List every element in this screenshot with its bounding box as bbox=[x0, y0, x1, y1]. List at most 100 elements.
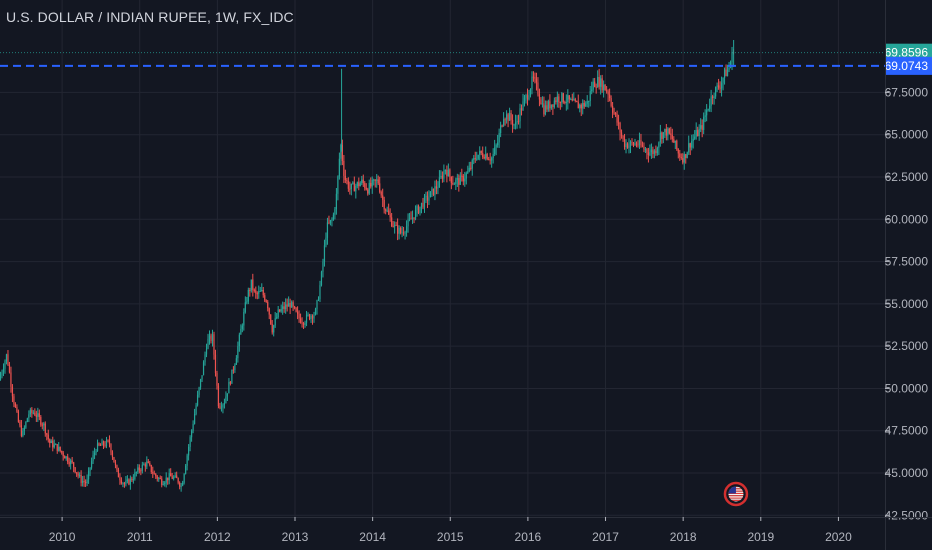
candle-body bbox=[79, 475, 81, 477]
candle-body bbox=[715, 86, 717, 97]
candle-body bbox=[56, 444, 58, 451]
candle-body bbox=[276, 317, 278, 319]
candle-body bbox=[167, 477, 169, 481]
candle-body bbox=[482, 153, 484, 157]
event-marker[interactable] bbox=[723, 481, 749, 507]
candle-body bbox=[86, 479, 88, 484]
candle-body bbox=[538, 94, 541, 100]
candle-body bbox=[123, 483, 126, 485]
candle-body bbox=[64, 456, 66, 459]
candle-body bbox=[368, 182, 370, 194]
candle-body bbox=[476, 158, 478, 160]
candle-body bbox=[703, 116, 705, 130]
candle-body bbox=[35, 415, 37, 417]
candle-body bbox=[423, 196, 426, 208]
candle-body bbox=[658, 142, 660, 148]
candle-body bbox=[497, 142, 499, 146]
candle-body bbox=[680, 157, 682, 159]
candle-body bbox=[161, 478, 163, 485]
candle-body bbox=[480, 150, 482, 154]
candle-body bbox=[71, 460, 73, 463]
candle-body bbox=[192, 423, 194, 431]
candle-body bbox=[413, 217, 415, 219]
candle-body bbox=[525, 95, 527, 98]
candle-body bbox=[468, 167, 470, 172]
candle-body bbox=[223, 403, 226, 405]
candle-body bbox=[216, 372, 218, 386]
candle-body bbox=[620, 132, 623, 136]
candle-body bbox=[540, 99, 542, 105]
candle-body bbox=[38, 413, 40, 417]
candle-body bbox=[96, 443, 99, 452]
candle-body bbox=[491, 158, 493, 161]
candle-body bbox=[583, 102, 585, 107]
candle-body bbox=[725, 69, 727, 77]
candle-body bbox=[503, 119, 505, 126]
candle-body bbox=[304, 322, 306, 325]
time-axis[interactable]: 2010 2011 2012 2013 2014 2015 2016 2017 2018 2019… bbox=[0, 517, 932, 544]
candle-body bbox=[355, 185, 357, 192]
time-tick-label: 2019 bbox=[747, 530, 774, 544]
candle-body bbox=[395, 224, 397, 226]
candle-body bbox=[164, 482, 166, 485]
candle-body bbox=[153, 473, 155, 475]
candle-body bbox=[664, 129, 666, 133]
candle-body bbox=[371, 180, 373, 187]
candle-body bbox=[95, 451, 97, 453]
candle-body bbox=[513, 124, 515, 126]
candle-body bbox=[674, 140, 676, 143]
candle-body bbox=[679, 153, 681, 158]
candle-body bbox=[434, 186, 436, 195]
candle-body bbox=[58, 446, 60, 451]
candle-body bbox=[182, 482, 184, 486]
price-axis[interactable]: 67.5000 65.0000 62.5000 60.0000 57.5000 55.00… bbox=[885, 0, 929, 550]
candle-body bbox=[653, 150, 655, 154]
candle-body bbox=[126, 479, 128, 482]
candle-body bbox=[443, 171, 445, 179]
candle-body bbox=[185, 465, 187, 474]
candle-body bbox=[458, 178, 460, 185]
candle-body bbox=[298, 313, 300, 319]
candle-body bbox=[617, 122, 620, 124]
candle-body bbox=[365, 187, 367, 190]
candle-body bbox=[317, 299, 320, 301]
candle-body bbox=[44, 423, 46, 434]
candle-body bbox=[213, 334, 215, 355]
candle-body bbox=[567, 95, 569, 103]
candle-body bbox=[93, 452, 96, 456]
candle-body bbox=[541, 103, 544, 105]
candle-body bbox=[305, 314, 308, 323]
candle-body bbox=[694, 136, 696, 139]
candle-body bbox=[90, 461, 93, 468]
candle-body bbox=[334, 209, 336, 215]
candle-body bbox=[537, 82, 539, 95]
candle-body bbox=[180, 485, 182, 487]
candle-body bbox=[189, 437, 191, 447]
candle-body bbox=[364, 182, 366, 188]
candle-body bbox=[712, 96, 714, 98]
candle-body bbox=[119, 477, 121, 481]
candle-body bbox=[349, 188, 351, 190]
candle-body bbox=[7, 354, 9, 365]
candle-body bbox=[710, 96, 712, 106]
candle-body bbox=[274, 318, 276, 326]
candle-body bbox=[225, 396, 227, 404]
candle-body bbox=[382, 195, 384, 200]
time-tick-label: 2013 bbox=[282, 530, 309, 544]
candle-body bbox=[556, 96, 558, 103]
candle-body bbox=[322, 261, 324, 272]
candle-body bbox=[53, 444, 55, 448]
candle-body bbox=[444, 169, 446, 172]
candle-body bbox=[407, 219, 409, 227]
candle-body bbox=[431, 188, 433, 192]
candle-body bbox=[698, 128, 700, 137]
candle-body bbox=[10, 372, 12, 387]
candle-body bbox=[301, 322, 303, 324]
candle-body bbox=[252, 279, 254, 290]
candle-body bbox=[449, 169, 451, 177]
candle-body bbox=[471, 159, 473, 169]
candle-body bbox=[683, 154, 685, 163]
candle-body bbox=[531, 76, 533, 90]
candle-body bbox=[210, 335, 212, 341]
